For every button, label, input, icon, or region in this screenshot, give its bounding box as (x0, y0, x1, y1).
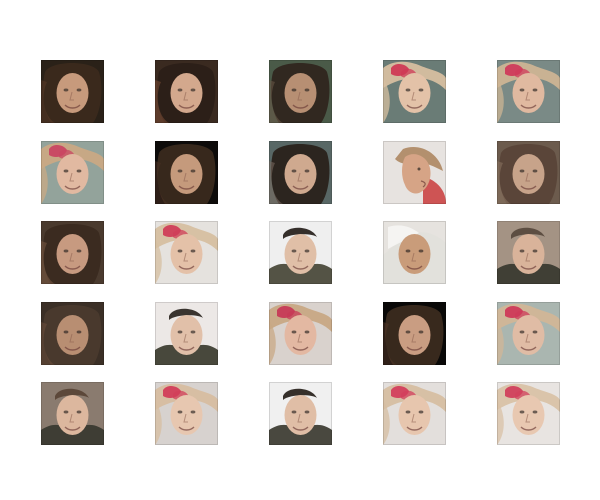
face-tile (269, 301, 332, 365)
face-tile (383, 140, 446, 204)
face-tile (155, 60, 218, 123)
face-drawing (269, 140, 332, 204)
face-tile (269, 60, 332, 123)
face-drawing (269, 382, 332, 445)
face-tile (269, 221, 332, 284)
face-tile (497, 60, 560, 123)
face-drawing (155, 60, 218, 123)
face-drawing (383, 221, 446, 284)
face-drawing (155, 221, 218, 284)
face-drawing (41, 382, 104, 445)
face-tile (41, 140, 104, 204)
face-tile (497, 221, 560, 284)
face-tile (497, 382, 560, 445)
face-drawing (383, 60, 446, 123)
face-tile (155, 301, 218, 365)
face-tile (41, 301, 104, 365)
face-drawing (41, 140, 104, 204)
face-tile (155, 140, 218, 204)
face-drawing (497, 382, 560, 445)
face-tile (41, 60, 104, 123)
face-drawing (269, 221, 332, 284)
face-drawing (155, 301, 218, 365)
face-drawing (383, 140, 446, 204)
face-tile (497, 140, 560, 204)
face-tile (269, 382, 332, 445)
face-drawing (41, 301, 104, 365)
face-drawing (41, 221, 104, 284)
face-tile (383, 301, 446, 365)
face-tile (383, 60, 446, 123)
face-drawing (155, 382, 218, 445)
face-drawing (497, 60, 560, 123)
face-drawing (155, 140, 218, 204)
face-tile (383, 382, 446, 445)
face-drawing (497, 140, 560, 204)
face-tile (155, 382, 218, 445)
face-tile (155, 221, 218, 284)
face-drawing (383, 382, 446, 445)
face-tile (41, 221, 104, 284)
face-drawing (269, 60, 332, 123)
face-drawing (41, 60, 104, 123)
face-drawing (497, 301, 560, 365)
face-tile (269, 140, 332, 204)
face-tile (41, 382, 104, 445)
face-tile (383, 221, 446, 284)
face-tile (497, 301, 560, 365)
face-drawing (383, 301, 446, 365)
face-drawing (269, 301, 332, 365)
face-drawing (497, 221, 560, 284)
